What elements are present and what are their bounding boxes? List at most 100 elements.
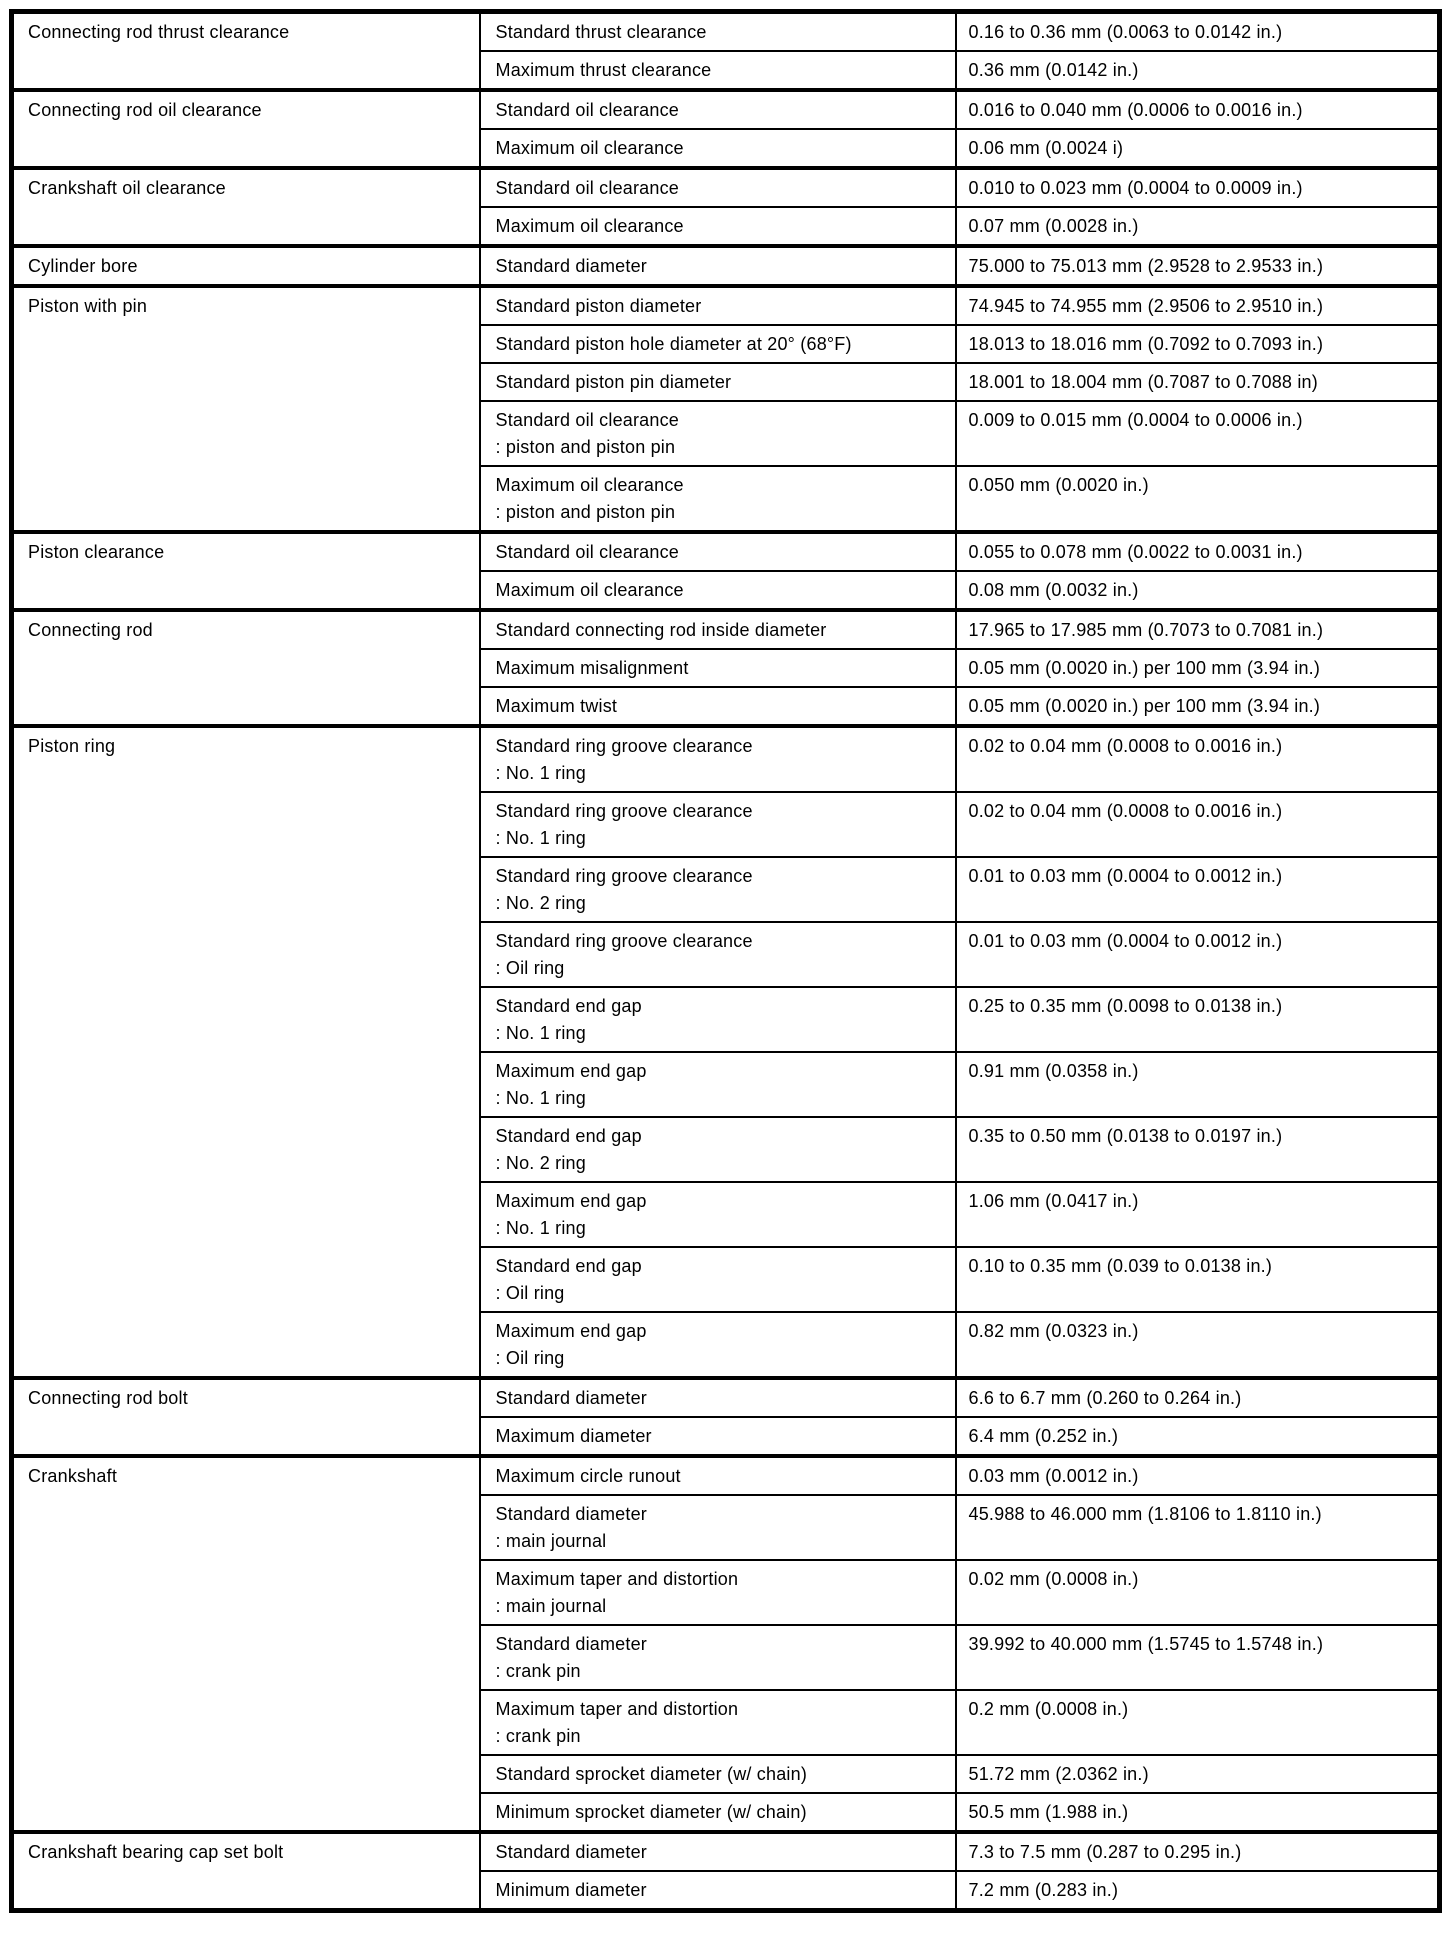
value-text: 0.10 to 0.35 mm (0.039 to 0.0138 in.)	[968, 1256, 1273, 1276]
spec-line: Maximum circle runout	[495, 1466, 681, 1486]
value-text: 18.001 to 18.004 mm (0.7087 to 0.7088 in…	[968, 372, 1318, 392]
value-cell: 17.965 to 17.985 mm (0.7073 to 0.7081 in…	[954, 608, 1441, 650]
spec-cell: Standard ring groove clearance: Oil ring	[478, 921, 957, 988]
spec-line: Maximum diameter	[495, 1426, 652, 1446]
spec-cell: Standard piston diameter	[478, 284, 957, 326]
value-text: 0.2 mm (0.0008 in.)	[968, 1699, 1129, 1719]
table-row: Standard diameter: main journal 45.988 to…	[12, 1494, 1441, 1561]
spec-line: : main journal	[495, 1531, 607, 1551]
spec-cell: Standard diameter	[478, 1830, 957, 1872]
spec-line: : No. 1 ring	[495, 763, 586, 783]
value-cell: 1.06 mm (0.0417 in.)	[954, 1181, 1441, 1248]
value-cell: 0.82 mm (0.0323 in.)	[954, 1311, 1441, 1379]
component-cell: Piston with pin	[10, 284, 481, 533]
spec-cell: Standard connecting rod inside diameter	[478, 608, 957, 650]
component-label: Connecting rod oil clearance	[28, 100, 262, 120]
table-row: Maximum misalignment 0.05 mm (0.0020 in.)…	[12, 648, 1441, 688]
spec-line: Standard oil clearance	[495, 178, 680, 198]
spec-line: Maximum oil clearance	[495, 216, 684, 236]
value-cell: 0.009 to 0.015 mm (0.0004 to 0.0006 in.)	[954, 400, 1441, 467]
spec-line: Maximum end gap	[495, 1321, 647, 1341]
value-cell: 0.010 to 0.023 mm (0.0004 to 0.0009 in.)	[954, 166, 1441, 208]
value-cell: 50.5 mm (1.988 in.)	[954, 1792, 1441, 1833]
spec-line: : crank pin	[495, 1726, 581, 1746]
spec-line: Maximum oil clearance	[495, 475, 684, 495]
value-cell: 7.3 to 7.5 mm (0.287 to 0.295 in.)	[954, 1830, 1441, 1872]
value-text: 75.000 to 75.013 mm (2.9528 to 2.9533 in…	[968, 256, 1324, 276]
value-text: 50.5 mm (1.988 in.)	[968, 1802, 1129, 1822]
component-cell: Piston clearance	[10, 530, 481, 611]
spec-cell: Standard sprocket diameter (w/ chain)	[478, 1754, 957, 1794]
value-text: 0.36 mm (0.0142 in.)	[968, 60, 1139, 80]
spec-cell: Maximum circle runout	[478, 1454, 957, 1496]
spec-line: : piston and piston pin	[495, 502, 676, 522]
component-cell: Connecting rod oil clearance	[10, 88, 481, 169]
spec-line: Maximum thrust clearance	[495, 60, 712, 80]
value-cell: 0.08 mm (0.0032 in.)	[954, 570, 1441, 611]
table-row: Standard piston hole diameter at 20° (68…	[12, 324, 1441, 364]
value-cell: 0.03 mm (0.0012 in.)	[954, 1454, 1441, 1496]
component-cell: Connecting rod thrust clearance	[10, 9, 481, 91]
value-cell: 74.945 to 74.955 mm (2.9506 to 2.9510 in…	[954, 284, 1441, 326]
value-text: 7.2 mm (0.283 in.)	[968, 1880, 1119, 1900]
spec-line: Standard ring groove clearance	[495, 931, 753, 951]
spec-cell: Minimum sprocket diameter (w/ chain)	[478, 1792, 957, 1833]
spec-line: Standard oil clearance	[495, 100, 680, 120]
table-row: Standard diameter: crank pin 39.992 to 40…	[12, 1624, 1441, 1691]
spec-line: Standard piston hole diameter at 20° (68…	[495, 334, 852, 354]
spec-line: Maximum twist	[495, 696, 618, 716]
spec-line: Maximum taper and distortion	[495, 1699, 739, 1719]
spec-cell: Maximum misalignment	[478, 648, 957, 688]
spec-cell: Standard end gap: No. 1 ring	[478, 986, 957, 1053]
spec-line: : crank pin	[495, 1661, 581, 1681]
value-text: 0.91 mm (0.0358 in.)	[968, 1061, 1139, 1081]
value-text: 39.992 to 40.000 mm (1.5745 to 1.5748 in…	[968, 1634, 1324, 1654]
spec-cell: Standard ring groove clearance: No. 1 ri…	[478, 791, 957, 858]
spec-line: Standard oil clearance	[495, 410, 680, 430]
value-cell: 39.992 to 40.000 mm (1.5745 to 1.5748 in…	[954, 1624, 1441, 1691]
spec-cell: Standard end gap: Oil ring	[478, 1246, 957, 1313]
table-row: Maximum oil clearance 0.08 mm (0.0032 in.…	[12, 570, 1441, 611]
spec-cell: Standard piston pin diameter	[478, 362, 957, 402]
table-row: Maximum oil clearance : piston and piston…	[12, 465, 1441, 533]
spec-line: : piston and piston pin	[495, 437, 676, 457]
spec-cell: Maximum taper and distortion : crank pin	[478, 1689, 957, 1756]
component-cell: Connecting rod	[10, 608, 481, 727]
spec-line: : Oil ring	[495, 1348, 565, 1368]
value-text: 0.82 mm (0.0323 in.)	[968, 1321, 1139, 1341]
spec-cell: Standard ring groove clearance: No. 2 ri…	[478, 856, 957, 923]
spec-line: Standard piston pin diameter	[495, 372, 732, 392]
value-text: 0.08 mm (0.0032 in.)	[968, 580, 1139, 600]
value-text: 0.02 to 0.04 mm (0.0008 to 0.0016 in.)	[968, 736, 1283, 756]
spec-line: Minimum sprocket diameter (w/ chain)	[495, 1802, 807, 1822]
spec-line: Standard piston diameter	[495, 296, 702, 316]
spec-cell: Standard end gap: No. 2 ring	[478, 1116, 957, 1183]
spec-line: Standard diameter	[495, 256, 647, 276]
component-label: Piston ring	[28, 736, 116, 756]
spec-line: : No. 2 ring	[495, 893, 586, 913]
spec-line: Standard end gap	[495, 996, 642, 1016]
table-row: Maximum end gap: No. 1 ring 0.91 mm (0.03…	[12, 1051, 1441, 1118]
table-row: Maximum diameter 6.4 mm (0.252 in.)	[12, 1416, 1441, 1457]
value-text: 0.06 mm (0.0024 i)	[968, 138, 1124, 158]
spec-table-body: Connecting rod thrust clearance Standard …	[10, 9, 1441, 1912]
value-cell: 7.2 mm (0.283 in.)	[954, 1870, 1441, 1912]
spec-line: Standard end gap	[495, 1126, 642, 1146]
component-label: Connecting rod bolt	[28, 1388, 188, 1408]
table-row: Standard ring groove clearance: No. 2 ri…	[12, 856, 1441, 923]
spec-cell: Maximum oil clearance : piston and piston…	[478, 465, 957, 533]
value-cell: 0.35 to 0.50 mm (0.0138 to 0.0197 in.)	[954, 1116, 1441, 1183]
spec-cell: Minimum diameter	[478, 1870, 957, 1912]
value-text: 0.16 to 0.36 mm (0.0063 to 0.0142 in.)	[968, 22, 1283, 42]
table-row: Maximum end gap: No. 1 ring 1.06 mm (0.04…	[12, 1181, 1441, 1248]
component-cell: Crankshaft bearing cap set bolt	[10, 1830, 481, 1912]
table-row: Standard oil clearance : piston and pisto…	[12, 400, 1441, 467]
value-text: 0.010 to 0.023 mm (0.0004 to 0.0009 in.)	[968, 178, 1303, 198]
table-row: Standard end gap: No. 1 ring 0.25 to 0.35…	[12, 986, 1441, 1053]
component-label: Piston with pin	[28, 296, 148, 316]
table-row: Connecting rod thrust clearance Standard …	[10, 9, 1441, 91]
value-cell: 0.07 mm (0.0028 in.)	[954, 206, 1441, 247]
value-text: 1.06 mm (0.0417 in.)	[968, 1191, 1139, 1211]
spec-cell: Maximum oil clearance	[478, 206, 957, 247]
component-label: Cylinder bore	[28, 256, 138, 276]
